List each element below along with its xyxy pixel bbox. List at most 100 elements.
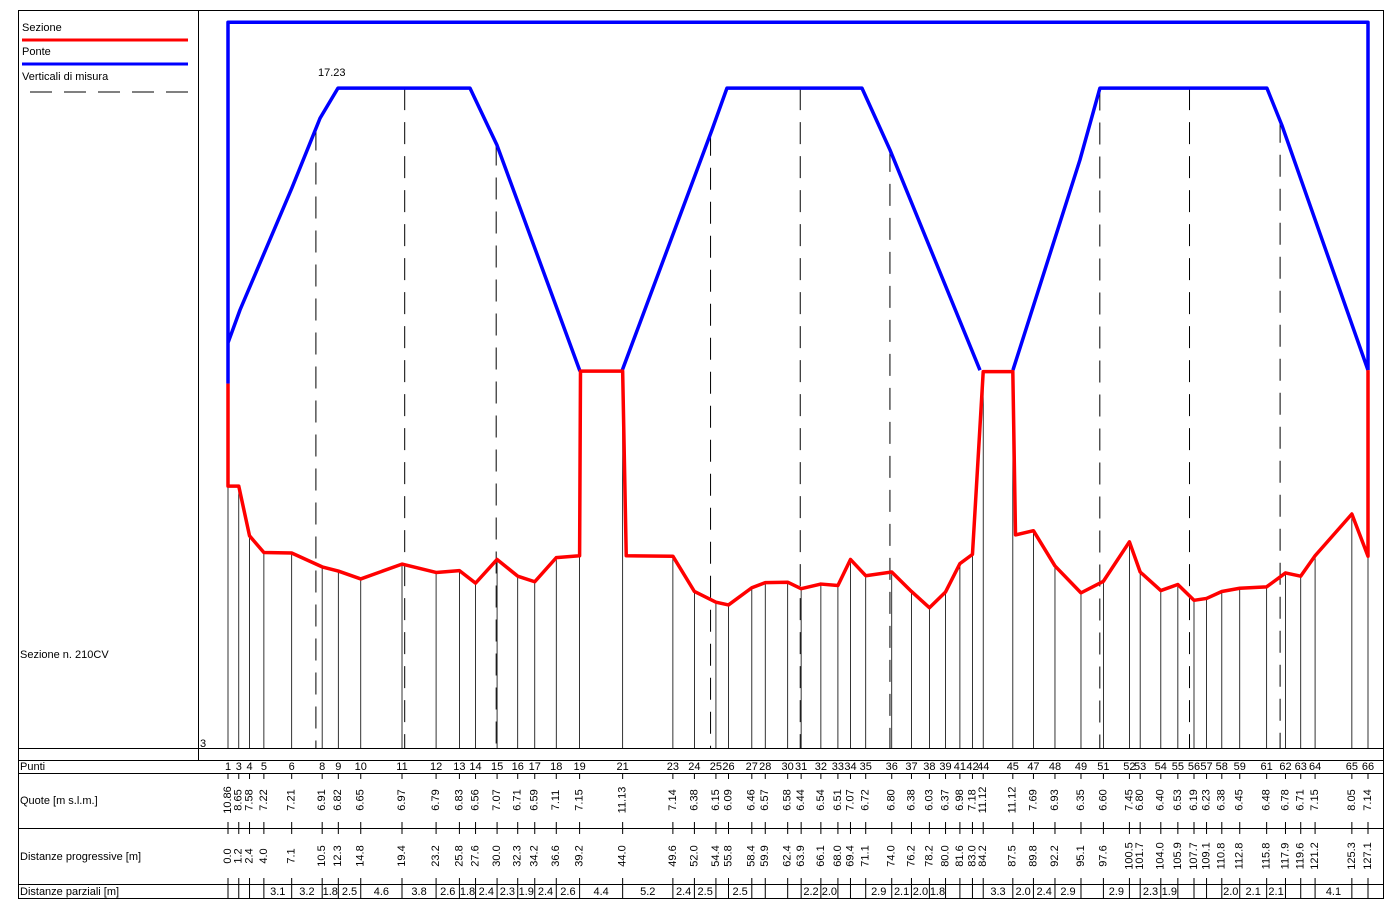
distance-label: 58.4 [746,845,758,866]
point-label: 35 [860,761,872,773]
point-label: 4 [246,761,252,773]
distance-label: 112.8 [1234,843,1246,870]
distance-label: 78.2 [923,845,935,866]
point-label: 10 [355,761,367,773]
quote-label: 6.71 [1295,789,1307,810]
distance-label: 80.0 [939,845,951,866]
partial-label: 2.9 [871,886,886,898]
distance-label: 49.6 [667,845,679,866]
partial-label: 2.3 [1143,886,1158,898]
distance-label: 4.0 [258,848,270,863]
point-label: 12 [430,761,442,773]
quote-label: 8.05 [1346,789,1358,810]
distance-label: 52.0 [688,845,700,866]
distance-label: 127.1 [1362,842,1374,870]
quote-label: 6.78 [1279,789,1291,810]
quote-label: 7.15 [574,789,586,810]
legend-label: Sezione [22,22,62,34]
distance-label: 44.0 [617,845,629,866]
partial-label: 2.4 [479,886,494,898]
partial-label: 2.6 [560,886,575,898]
distance-label: 39.2 [574,845,586,866]
distance-label: 10.5 [316,845,328,866]
point-label: 62 [1279,761,1291,773]
partial-label: 4.1 [1326,886,1341,898]
quote-label: 6.80 [886,789,898,810]
distance-label: 25.8 [453,845,465,866]
distance-label: 76.2 [905,845,917,866]
quote-label: 6.35 [1075,789,1087,810]
point-label: 54 [1155,761,1167,773]
distance-label: 74.0 [886,845,898,866]
row-label: Distanze parziali [m] [20,886,119,898]
point-label: 3 [236,761,242,773]
distance-label: 84.2 [977,845,989,866]
quote-label: 6.65 [355,789,367,810]
quote-label: 6.09 [722,789,734,810]
point-label: 53 [1134,761,1146,773]
quote-label: 6.93 [1049,789,1061,810]
distance-label: 71.1 [860,845,872,866]
point-label: 45 [1007,761,1019,773]
legend-label: Ponte [22,46,51,58]
distance-label: 55.8 [722,845,734,866]
distance-label: 81.6 [954,845,966,866]
partial-label: 3.2 [299,886,314,898]
point-label: 21 [617,761,629,773]
partial-label: 3.8 [411,886,426,898]
section-line [226,369,1370,610]
quote-label: 6.71 [512,789,524,810]
partial-label: 2.5 [732,886,747,898]
partial-label: 5.2 [640,886,655,898]
distance-label: 62.4 [782,845,794,866]
point-label: 57 [1200,761,1212,773]
quote-label: 7.21 [286,789,298,810]
point-label: 14 [469,761,481,773]
point-label: 8 [319,761,325,773]
quote-label: 11.12 [977,787,989,814]
partial-label: 2.0 [822,886,837,898]
point-label: 61 [1261,761,1273,773]
point-label: 24 [688,761,700,773]
quote-label: 6.56 [469,789,481,810]
quote-label: 6.53 [1172,789,1184,810]
distance-label: 101.7 [1134,842,1146,870]
quote-label: 7.14 [667,789,679,810]
quote-label: 6.23 [1200,789,1212,810]
distance-label: 32.3 [512,845,524,866]
partial-label: 1.9 [1162,886,1177,898]
quote-label: 7.11 [550,790,562,811]
quote-label: 7.18 [966,789,978,810]
point-label: 1 [225,761,231,773]
partial-label: 2.6 [440,886,455,898]
quote-label: 6.60 [1097,789,1109,810]
point-label: 36 [886,761,898,773]
quote-label: 6.51 [832,789,844,810]
point-label: 16 [512,761,524,773]
partial-label: 2.9 [1109,886,1124,898]
point-label: 48 [1049,761,1061,773]
quote-label: 6.19 [1188,789,1200,810]
quote-label: 6.48 [1261,789,1273,810]
point-label: 9 [335,761,341,773]
distance-label: 23.2 [430,845,442,866]
distance-label: 95.1 [1075,845,1087,866]
quote-label: 7.58 [243,789,255,810]
distance-label: 110.8 [1216,843,1228,870]
partial-label: 2.5 [698,886,713,898]
partial-label: 3.3 [990,886,1005,898]
quote-label: 6.38 [905,789,917,810]
distance-label: 12.3 [332,845,344,866]
quote-label: 6.98 [954,789,966,810]
quote-label: 6.58 [782,789,794,810]
distance-label: 104.0 [1155,842,1167,870]
point-label: 19 [573,761,585,773]
quote-label: 7.07 [491,789,503,810]
row-label: Quote [m s.l.m.] [20,795,98,807]
distance-label: 69.4 [844,845,856,866]
point-label: 25 [710,761,722,773]
point-label: 63 [1295,761,1307,773]
partial-label: 3.1 [270,886,285,898]
partial-label: 4.6 [374,886,389,898]
